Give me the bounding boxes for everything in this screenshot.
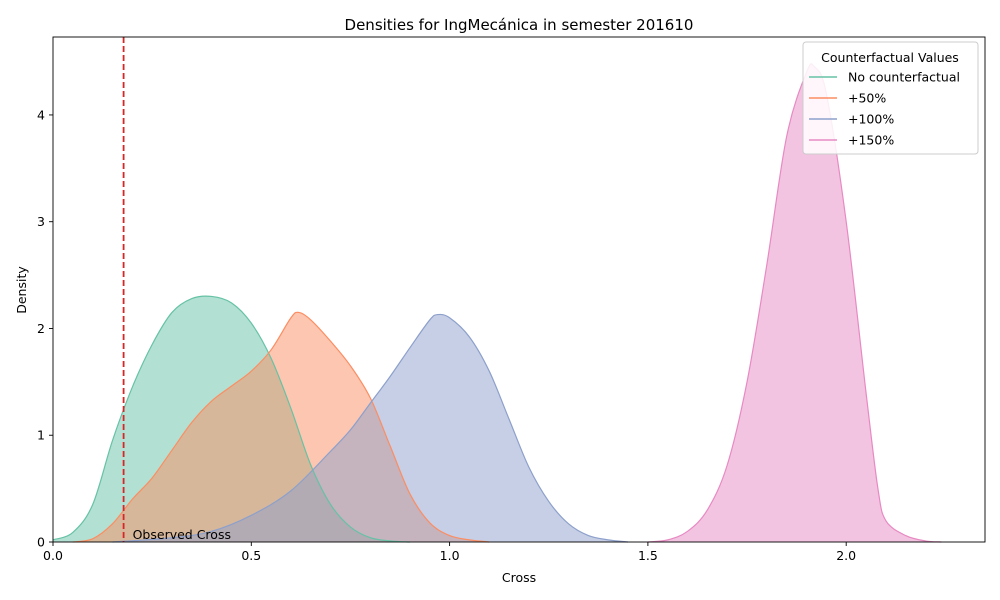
y-tick-label: 2 xyxy=(37,321,45,336)
y-tick-label: 1 xyxy=(37,428,45,443)
area-150 xyxy=(647,63,942,542)
area-100 xyxy=(112,314,629,542)
x-axis-ticks: 0.0 0.5 1.0 1.5 2.0 xyxy=(43,542,856,563)
x-axis-label: Cross xyxy=(502,570,536,585)
line-no-counterfactual xyxy=(52,295,410,543)
line-100 xyxy=(112,313,629,543)
legend-items: No counterfactual +50% +100% +150% xyxy=(809,70,960,148)
x-tick-label: 2.0 xyxy=(836,548,856,563)
y-tick-label: 4 xyxy=(37,107,45,122)
legend: Counterfactual Values No counterfactual +… xyxy=(802,41,979,155)
chart-title: Densities for IngMecánica in semester 20… xyxy=(345,16,694,34)
x-tick-label: 0.0 xyxy=(43,548,63,563)
y-axis-ticks: 0 1 2 3 4 xyxy=(37,107,53,550)
density-areas xyxy=(53,63,942,542)
x-tick-label: 1.0 xyxy=(440,548,460,563)
y-tick-label: 0 xyxy=(37,535,45,550)
legend-box xyxy=(802,41,979,155)
y-axis-label: Density xyxy=(14,266,29,314)
legend-label-100: +100% xyxy=(848,112,894,127)
legend-label-50: +50% xyxy=(848,91,886,106)
legend-title: Counterfactual Values xyxy=(821,50,959,65)
line-50 xyxy=(72,311,490,543)
x-tick-label: 1.5 xyxy=(638,548,658,563)
plot-frame xyxy=(52,36,986,543)
legend-label-no-counterfactual: No counterfactual xyxy=(848,70,960,85)
x-tick-label: 0.5 xyxy=(241,548,261,563)
observed-cross-label: Observed Cross xyxy=(133,527,231,542)
legend-label-150: +150% xyxy=(848,133,894,148)
y-tick-label: 3 xyxy=(37,214,45,229)
